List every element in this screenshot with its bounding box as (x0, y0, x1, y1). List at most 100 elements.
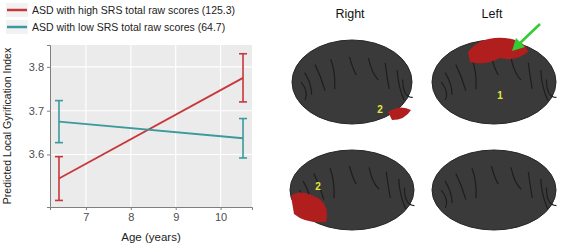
y-grid-line (50, 154, 252, 155)
legend-key (7, 9, 27, 12)
sulcus (369, 167, 379, 189)
y-tick-label: 3.6 (29, 148, 44, 160)
grid (50, 45, 252, 207)
brain-panel: Right Left 1 2 2 (290, 7, 556, 230)
x-tick-mark (131, 207, 132, 210)
sulcus (386, 172, 390, 198)
sulcus (314, 173, 324, 199)
plot-marks (55, 54, 247, 201)
error-bar-cap (55, 156, 63, 158)
error-bar (239, 54, 247, 102)
x-tick-mark (86, 207, 87, 210)
brain-left-medial (432, 150, 556, 230)
sulcus (441, 82, 446, 100)
x-grid-line (85, 45, 86, 207)
sulcus (456, 173, 466, 199)
sulcus (441, 190, 446, 208)
error-bar-stem (242, 119, 244, 158)
error-bar-cap (55, 100, 63, 102)
brain-outline (292, 40, 412, 124)
region-label: 2 (315, 181, 321, 192)
sulcus (445, 73, 452, 95)
sulcus (511, 58, 521, 80)
y-grid-line (50, 66, 252, 67)
legend-key-bg (6, 20, 28, 34)
region-label: 2 (377, 104, 383, 115)
error-bar-cap (239, 157, 247, 159)
hemisphere-label: Left (482, 7, 503, 21)
sulcus (546, 188, 556, 206)
error-bar-cap (55, 200, 63, 202)
sulcus (528, 172, 532, 198)
sulcus (385, 63, 389, 89)
error-bar-cap (55, 142, 63, 144)
legend-label: ASD with high SRS total raw scores (125.… (32, 4, 235, 16)
arrow-head (512, 38, 525, 51)
x-tick-mark (221, 207, 222, 210)
sulcus (403, 79, 413, 97)
y-tick-label: 3.8 (29, 61, 44, 73)
highlight-region (468, 38, 528, 64)
error-bar (55, 157, 63, 201)
hemisphere-label: Right (335, 7, 365, 21)
brain-right-medial (290, 150, 414, 230)
y-tick-mark (47, 154, 50, 155)
sulcus (491, 166, 498, 184)
y-tick: 3.7 (29, 105, 50, 117)
y-tick: 3.6 (29, 148, 50, 160)
sulcus (456, 65, 466, 91)
x-tick-label: 7 (83, 211, 89, 223)
x-axis-title: Age (years) (121, 231, 181, 243)
sulcus (301, 82, 306, 100)
y-tick-mark (47, 111, 50, 112)
region-label: 1 (497, 90, 503, 101)
error-bar (239, 119, 247, 158)
y-tick-mark (47, 67, 50, 68)
brain-outline (290, 150, 414, 230)
sulcus (331, 59, 335, 89)
sulcus (404, 188, 414, 206)
arrow (519, 24, 540, 44)
legend-key (7, 26, 27, 29)
x-tick-label: 8 (128, 211, 134, 223)
sulcus (349, 57, 356, 75)
sulcus (546, 79, 556, 97)
sulcus (330, 168, 334, 198)
sulcus (349, 166, 356, 184)
plot-background (50, 45, 252, 207)
sulcus (472, 59, 476, 89)
x-tick-label: 10 (215, 211, 227, 223)
legend-key-bg (6, 3, 28, 17)
error-bar (55, 101, 63, 143)
y-axis-title: Predicted Local Gyrification Index (1, 47, 13, 204)
x-axis-line (51, 208, 253, 211)
y-axis-line (47, 46, 51, 208)
sulcus (368, 58, 378, 80)
error-bar-cap (239, 118, 247, 120)
x-tick-label: 9 (173, 211, 179, 223)
legend-label: ASD with low SRS total raw scores (64.7) (32, 21, 225, 33)
highlight-region (388, 107, 411, 120)
highlight-region (291, 192, 327, 222)
y-tick: 3.8 (29, 61, 50, 73)
x-grid-line (220, 45, 221, 207)
x-tick: 7 (83, 207, 89, 223)
x-tick: 10 (215, 207, 227, 223)
legend: ASD with high SRS total raw scores (125.… (6, 3, 235, 34)
x-grid-line (175, 45, 176, 207)
x-grid-line (130, 45, 131, 207)
x-tick: 8 (128, 207, 134, 223)
error-bar-cap (239, 101, 247, 103)
sulcus (445, 181, 452, 203)
y-grid-line (50, 110, 252, 111)
sulcus (305, 73, 312, 95)
series-line (59, 122, 243, 139)
y-tick-label: 3.7 (29, 105, 44, 117)
brain-right-lateral (292, 40, 413, 124)
sulcus (472, 168, 476, 198)
sulcus (528, 63, 532, 89)
x-tick: 9 (173, 207, 179, 223)
x-axis: 7 8 9 10 (51, 207, 253, 223)
error-bar-stem (58, 101, 60, 143)
error-bar-cap (239, 53, 247, 55)
